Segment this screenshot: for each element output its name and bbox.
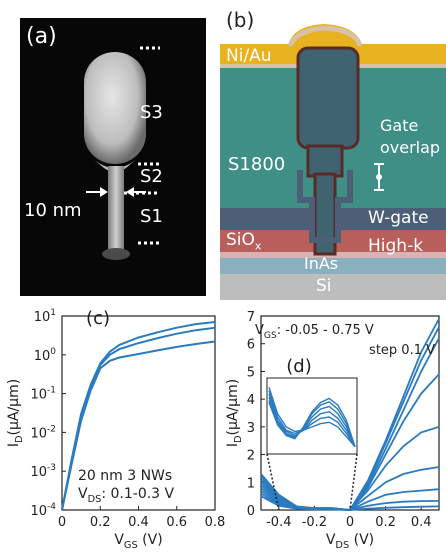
chart-d-inset-series-3 <box>268 396 356 447</box>
chart-d-inset-series-5 <box>268 397 356 447</box>
segment-s1-shape <box>108 194 124 250</box>
chart-d-xtick-label: 0.4 <box>411 515 432 530</box>
gate-overlap-label-2: overlap <box>380 138 441 157</box>
chart-d-ytick-label: 0 <box>247 504 255 519</box>
layer-siox-label: SiOx <box>226 230 261 252</box>
siox-text: SiO <box>226 230 255 250</box>
segment-s2-shape <box>108 166 124 196</box>
chart-c-series-0 <box>61 340 216 511</box>
chart-d-xtick-label: -0.2 <box>302 515 327 530</box>
chart-c-ytick-label: 101 <box>34 308 56 325</box>
chart-c-xtick-label: 0.4 <box>128 515 149 530</box>
chart-c-xtick-label: 0.2 <box>90 515 111 530</box>
chart-d-inset-series-2 <box>268 393 356 448</box>
panel-a-label: (a) <box>26 24 57 49</box>
nanowire-top <box>296 46 360 150</box>
chart-c-xlabel: VGS (V) <box>114 532 162 550</box>
chart-d-xtick-label: -0.4 <box>266 515 291 530</box>
chart-d-inset-series-1 <box>268 390 356 448</box>
segment-s2-label: S2 <box>140 166 163 187</box>
chart-d-annotation-2: step 0.1 V <box>369 343 435 358</box>
layer-inas <box>220 258 446 274</box>
chart-d-inset-series-0 <box>268 387 356 448</box>
layer-w-gate-label: W-gate <box>368 208 429 228</box>
chart-d-ytick-label: 3 <box>247 421 255 436</box>
chart-d-ytick-label: 1 <box>247 476 255 491</box>
layer-s1800-label: S1800 <box>228 154 286 175</box>
chart-c-ytick-label: 10-3 <box>30 463 56 480</box>
chart-c-series-2 <box>61 321 216 511</box>
chart-d: -0.4 -0.2 0 0.2 0.4 0 1 2 3 4 5 6 7 VGS: -0.05 - 0.75… <box>225 300 446 551</box>
chart-d-ylabel: ID(μA/μm) <box>225 379 244 447</box>
chart-d-ytick-label: 7 <box>247 310 255 325</box>
chart-c-ylabel: ID(μA/μm) <box>6 379 25 447</box>
layer-ni-au-label: Ni/Au <box>226 46 272 66</box>
chart-c: 0 0.2 0.4 0.6 0.8 10-4 10-3 10-2 10-1 100 101 (c) 20… <box>0 300 225 551</box>
chart-c-annotation-2: VDS: 0.1-0.3 V <box>78 486 175 505</box>
chart-c-panel-label: (c) <box>86 308 110 329</box>
chart-d-annotation-1: VGS: -0.05 - 0.75 V <box>255 323 374 341</box>
chart-d-inset-connector-right <box>349 453 358 511</box>
chart-d-ytick-label: 6 <box>247 338 255 353</box>
chart-c-ytick-label: 100 <box>34 347 57 364</box>
overlap-marker <box>376 174 382 180</box>
panel-b-label: (b) <box>226 8 255 32</box>
chart-d-ytick-label: 4 <box>247 393 255 408</box>
chart-c-ytick-label: 10-4 <box>30 502 56 519</box>
chart-c-xtick-label: 0.6 <box>166 515 187 530</box>
scale-text: 10 nm <box>24 200 82 221</box>
panel-a-sem-image: (a) S3 S2 S1 10 nm <box>20 18 206 296</box>
chart-c-ytick-label: 10-2 <box>30 424 56 441</box>
chart-c-xtick-label: 0 <box>58 515 66 530</box>
segment-s3-shape <box>84 52 146 164</box>
device-cross-section <box>220 24 446 300</box>
segment-s1-label: S1 <box>140 206 163 227</box>
chart-c-ytick-label: 10-1 <box>30 386 56 403</box>
chart-d-panel-label: (d) <box>286 356 311 377</box>
chart-d-ytick-label: 5 <box>247 365 255 380</box>
layer-si-label: Si <box>316 276 332 296</box>
chart-c-xtick-label: 0.8 <box>205 515 225 530</box>
chart-d-xlabel: VDS (V) <box>326 532 374 550</box>
chart-d-xtick-label: 0.2 <box>375 515 396 530</box>
chart-c-svg: 0 0.2 0.4 0.6 0.8 10-4 10-3 10-2 10-1 100 101 (c) 20… <box>6 308 225 551</box>
chart-d-ytick-label: 2 <box>247 449 255 464</box>
chart-d-xtick-label: 0 <box>346 515 354 530</box>
panel-b-schematic: (b) Ni/Au Gate overlap S1800 W-gate SiOx… <box>220 0 446 300</box>
gate-overlap-label-1: Gate <box>380 116 419 135</box>
layer-inas-label: InAs <box>304 254 339 273</box>
chart-d-inset-connector-left <box>266 453 280 511</box>
siox-sub: x <box>254 239 262 253</box>
chart-c-annotation-1: 20 nm 3 NWs <box>78 468 172 484</box>
layer-si <box>220 274 446 300</box>
layer-high-k-label: High-k <box>368 236 424 256</box>
segment-s3-label: S3 <box>140 102 163 123</box>
nanowire-sem-drawing <box>20 18 206 296</box>
